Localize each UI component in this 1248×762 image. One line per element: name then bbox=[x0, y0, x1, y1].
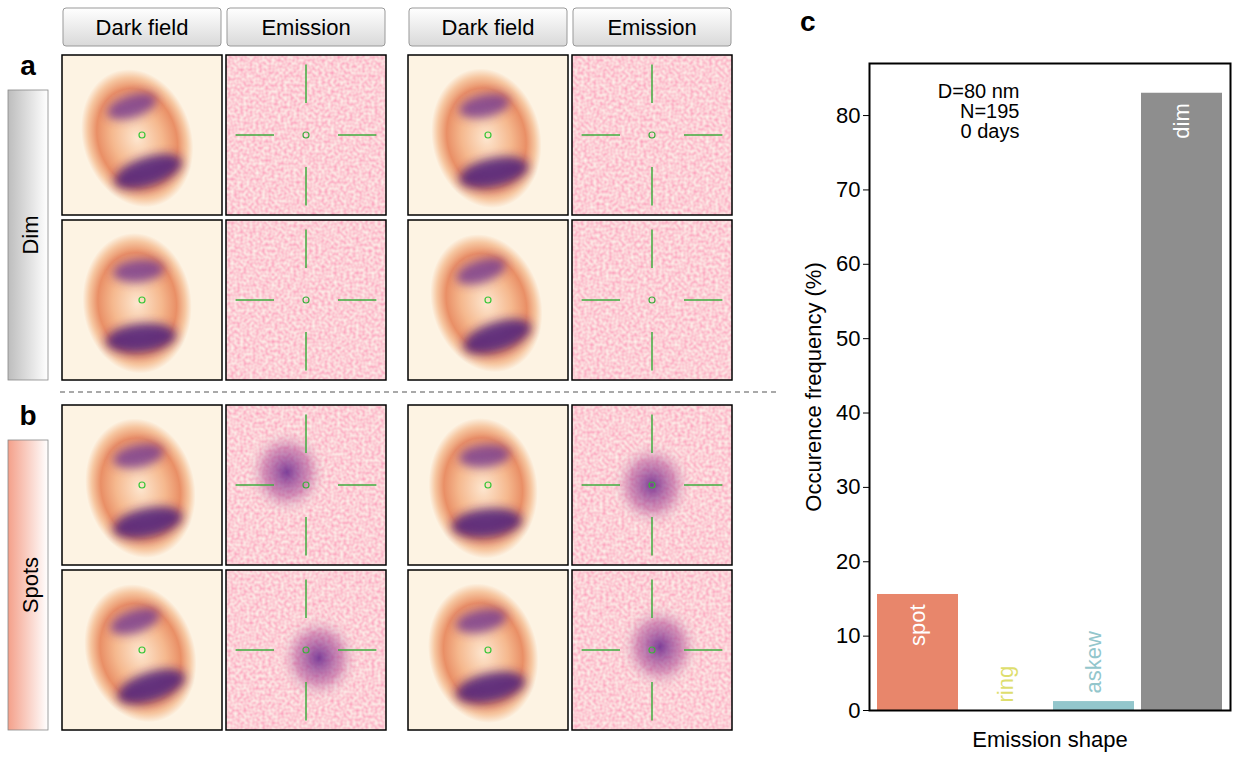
svg-text:10: 10 bbox=[836, 623, 860, 648]
svg-text:Dark field: Dark field bbox=[442, 15, 535, 40]
svg-text:60: 60 bbox=[836, 251, 860, 276]
svg-text:D=80 nmN=1950 days: D=80 nmN=1950 days bbox=[938, 80, 1020, 142]
svg-text:Emission: Emission bbox=[261, 15, 350, 40]
svg-text:dim: dim bbox=[1169, 103, 1194, 138]
svg-text:20: 20 bbox=[836, 549, 860, 574]
svg-text:Dim: Dim bbox=[18, 215, 43, 254]
svg-text:Emission: Emission bbox=[607, 15, 696, 40]
html-text:c: c bbox=[800, 6, 816, 37]
svg-text:askew: askew bbox=[1081, 631, 1106, 693]
svg-text:b: b bbox=[19, 400, 36, 431]
svg-text:a: a bbox=[20, 50, 36, 81]
svg-text:Emission shape: Emission shape bbox=[972, 727, 1127, 752]
svg-text:Occurence frequency (%): Occurence frequency (%) bbox=[801, 262, 826, 511]
svg-text:Spots: Spots bbox=[18, 557, 43, 613]
svg-text:30: 30 bbox=[836, 474, 860, 499]
svg-text:spot: spot bbox=[905, 604, 930, 646]
svg-text:ring: ring bbox=[993, 666, 1018, 703]
svg-text:70: 70 bbox=[836, 177, 860, 202]
svg-text:50: 50 bbox=[836, 326, 860, 351]
svg-text:80: 80 bbox=[836, 103, 860, 128]
svg-text:Dark field: Dark field bbox=[96, 15, 189, 40]
svg-text:0: 0 bbox=[848, 698, 860, 723]
svg-text:40: 40 bbox=[836, 400, 860, 425]
